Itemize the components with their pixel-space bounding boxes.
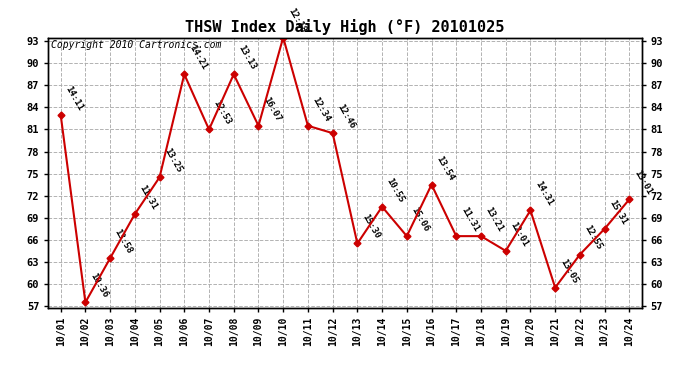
Text: 15:30: 15:30	[360, 213, 382, 241]
Text: 12:01: 12:01	[509, 220, 530, 248]
Text: 12:18: 12:18	[286, 7, 307, 35]
Text: 12:46: 12:46	[335, 103, 357, 130]
Text: 16:07: 16:07	[262, 95, 282, 123]
Text: 12:55: 12:55	[582, 224, 604, 252]
Text: 13:25: 13:25	[162, 147, 184, 174]
Text: 13:58: 13:58	[113, 228, 134, 255]
Text: 14:11: 14:11	[63, 84, 85, 112]
Text: 11:31: 11:31	[459, 206, 480, 233]
Text: 14:21: 14:21	[187, 44, 208, 72]
Text: 12:34: 12:34	[310, 95, 332, 123]
Text: Copyright 2010 Cartronics.com: Copyright 2010 Cartronics.com	[51, 40, 221, 50]
Text: 13:54: 13:54	[434, 154, 455, 182]
Text: 10:55: 10:55	[385, 176, 406, 204]
Text: 15:31: 15:31	[607, 198, 629, 226]
Text: 10:36: 10:36	[88, 272, 110, 300]
Text: 13:13: 13:13	[237, 44, 258, 72]
Text: 13:01: 13:01	[632, 169, 653, 196]
Text: THSW Index Daily High (°F) 20101025: THSW Index Daily High (°F) 20101025	[186, 19, 504, 35]
Text: 12:53: 12:53	[212, 99, 233, 127]
Text: 13:21: 13:21	[484, 206, 505, 233]
Text: 11:31: 11:31	[137, 183, 159, 211]
Text: 14:31: 14:31	[533, 180, 555, 208]
Text: 13:05: 13:05	[558, 257, 579, 285]
Text: 15:06: 15:06	[410, 206, 431, 233]
